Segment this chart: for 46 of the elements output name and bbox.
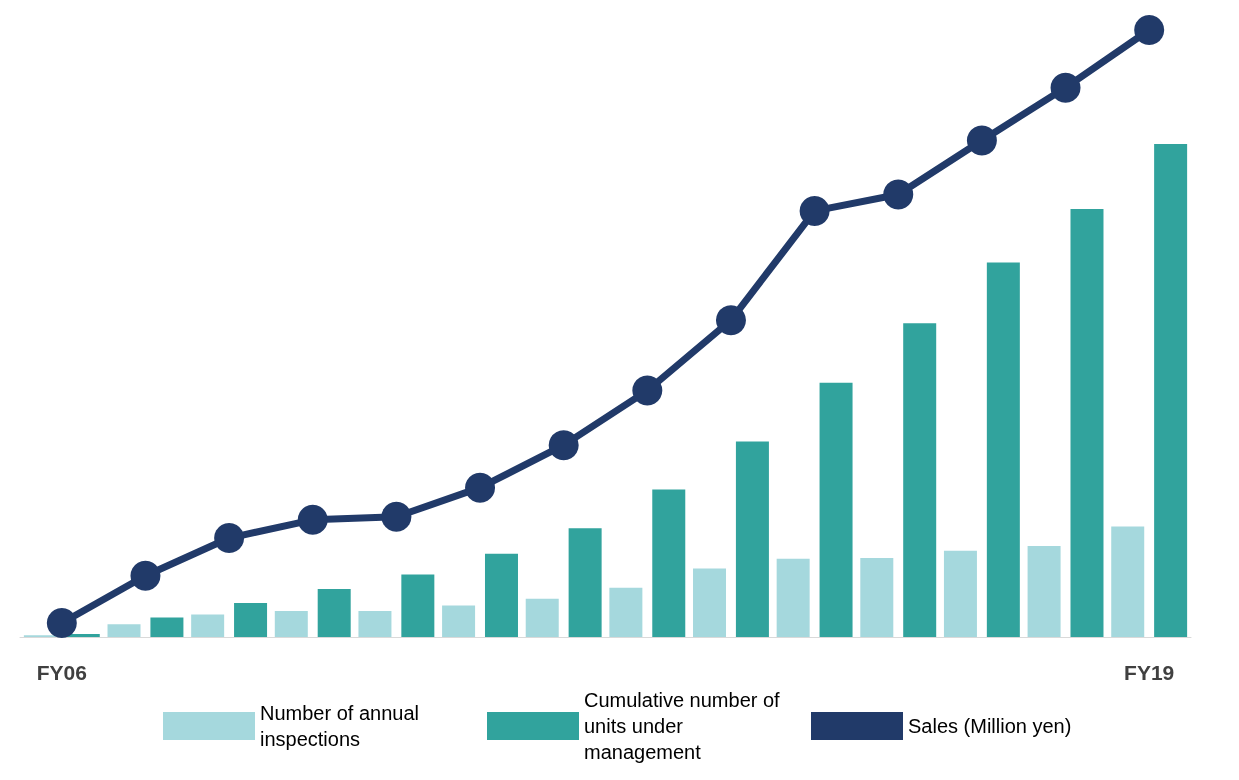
bar [401,574,435,637]
bar [652,489,686,637]
point [1134,15,1165,45]
bar [442,605,476,637]
x-tick-label: FY19 [1124,661,1175,684]
bar [903,323,937,637]
point [716,305,746,336]
bar [1070,209,1104,637]
bar [609,587,643,637]
bar [943,550,977,637]
legend-label: Number of annual inspections [260,702,425,750]
legend-label: Sales (Million yen) [908,715,1072,737]
bar [317,589,351,637]
bar [484,553,518,637]
point [46,608,77,639]
bar [860,558,894,637]
bar [234,603,268,637]
point [799,195,830,226]
point [381,501,412,532]
point [548,430,579,461]
bar [1154,144,1188,637]
point [883,179,914,210]
point [214,523,245,554]
point [632,375,663,406]
x-tick-label: FY06 [36,661,87,684]
bar [525,598,559,637]
bar [693,568,727,637]
bar [66,633,100,637]
point [966,125,997,156]
bar [735,441,769,637]
bar [1111,526,1145,637]
bar [150,617,184,637]
point [297,504,328,535]
bar [986,262,1020,637]
point [465,472,496,503]
legend-label: Cumulative number of units under management [584,689,786,763]
bar [274,610,308,637]
point [130,560,161,591]
bar [358,610,392,637]
point [1050,72,1081,103]
bar [819,382,853,637]
bar [107,624,141,637]
bar [776,558,810,637]
bar [191,614,225,637]
bar [568,528,602,637]
bar [1027,545,1061,637]
